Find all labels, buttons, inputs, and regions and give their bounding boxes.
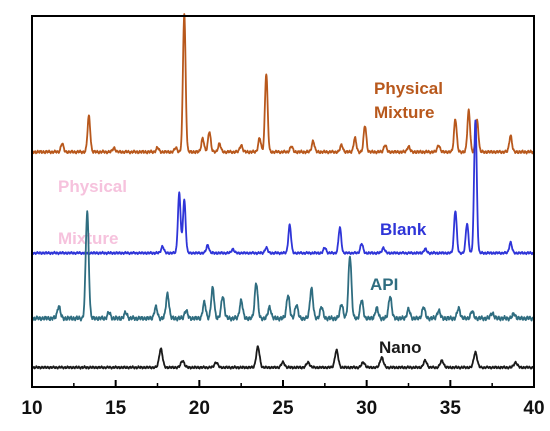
- series-labels: Physical Mixture Blank API Nano: [370, 79, 443, 357]
- faded-label-line: Physical: [58, 177, 127, 196]
- x-tick-label: 15: [105, 398, 127, 419]
- x-tick-label: 40: [523, 398, 544, 419]
- x-tick-label: 25: [272, 398, 294, 419]
- x-tick-label: 30: [356, 398, 377, 419]
- series-traces: [31, 13, 535, 370]
- series-label-blank: Blank: [380, 220, 427, 239]
- series-line-api: [31, 210, 535, 322]
- series-label-physical-mixture: Mixture: [374, 103, 434, 122]
- series-line-nano: [31, 345, 535, 370]
- series-label-nano: Nano: [379, 338, 422, 357]
- x-tick-label: 20: [189, 398, 210, 419]
- series-line-physical-mixture: [31, 13, 535, 155]
- series-label-physical-mixture: Physical: [374, 79, 443, 98]
- x-tick-label: 10: [21, 398, 42, 419]
- x-tick-label: 35: [440, 398, 462, 419]
- plot-frame: [31, 15, 535, 388]
- x-axis: 10 15 20 25 30 35 40: [21, 380, 545, 419]
- series-label-api: API: [370, 275, 398, 294]
- series-line-blank: [31, 119, 535, 256]
